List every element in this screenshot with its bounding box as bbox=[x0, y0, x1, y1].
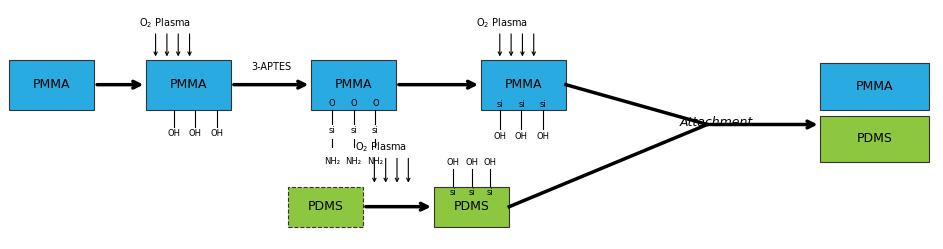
Bar bbox=[434, 187, 509, 227]
Text: OH: OH bbox=[537, 132, 550, 141]
Text: OH: OH bbox=[446, 158, 459, 167]
Text: PMMA: PMMA bbox=[33, 78, 71, 91]
Text: OH: OH bbox=[515, 132, 528, 141]
Text: O$_2$ Plasma: O$_2$ Plasma bbox=[139, 16, 190, 30]
Text: PMMA: PMMA bbox=[335, 78, 372, 91]
Text: si: si bbox=[372, 126, 379, 135]
Text: PMMA: PMMA bbox=[856, 80, 893, 93]
Text: O: O bbox=[328, 99, 336, 108]
Text: O: O bbox=[372, 99, 379, 108]
Text: si: si bbox=[518, 100, 525, 109]
Text: si: si bbox=[487, 188, 494, 197]
Bar bbox=[311, 60, 396, 110]
Text: OH: OH bbox=[210, 129, 223, 138]
Text: OH: OH bbox=[189, 129, 202, 138]
Text: OH: OH bbox=[493, 132, 506, 141]
Text: si: si bbox=[468, 188, 475, 197]
Text: OH: OH bbox=[167, 129, 180, 138]
Text: si: si bbox=[496, 100, 504, 109]
Text: O: O bbox=[350, 99, 357, 108]
Bar bbox=[146, 60, 231, 110]
Text: PMMA: PMMA bbox=[170, 78, 207, 91]
Text: O$_2$ Plasma: O$_2$ Plasma bbox=[476, 16, 528, 30]
Bar bbox=[820, 63, 929, 110]
Text: si: si bbox=[539, 100, 547, 109]
Text: NH₂: NH₂ bbox=[324, 157, 339, 166]
Text: si: si bbox=[328, 126, 336, 135]
Bar bbox=[9, 60, 94, 110]
Text: OH: OH bbox=[465, 158, 478, 167]
Bar bbox=[288, 187, 363, 227]
Text: NH₂: NH₂ bbox=[346, 157, 361, 166]
Text: O$_2$ Plasma: O$_2$ Plasma bbox=[355, 141, 406, 154]
Text: PMMA: PMMA bbox=[505, 78, 542, 91]
Text: OH: OH bbox=[484, 158, 497, 167]
Text: PDMS: PDMS bbox=[307, 200, 343, 213]
Bar bbox=[481, 60, 566, 110]
Text: 3-APTES: 3-APTES bbox=[252, 62, 291, 72]
Bar bbox=[820, 116, 929, 162]
Text: NH₂: NH₂ bbox=[368, 157, 383, 166]
Text: PDMS: PDMS bbox=[454, 200, 489, 213]
Text: si: si bbox=[449, 188, 456, 197]
Text: Attachment: Attachment bbox=[680, 116, 753, 128]
Text: PDMS: PDMS bbox=[856, 132, 893, 145]
Text: si: si bbox=[350, 126, 357, 135]
